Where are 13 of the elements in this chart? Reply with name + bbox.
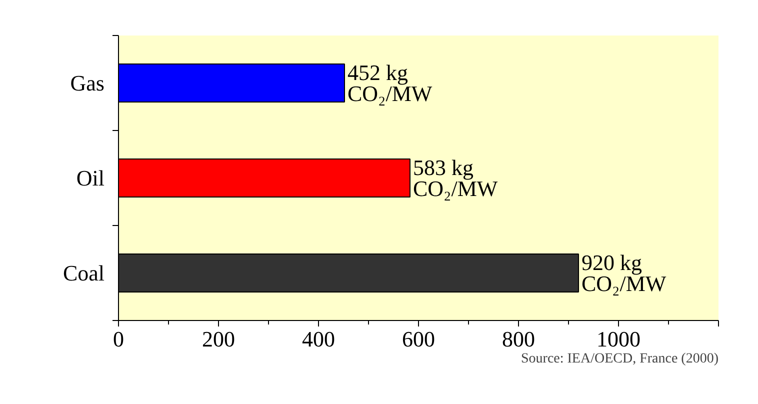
x-tick-label: 200 [202,326,235,352]
x-tick-label: 0 [113,326,124,352]
y-tick-label: Coal [62,260,105,286]
data-label: 583 kg CO₂/MW [413,154,498,202]
y-tick-label: Gas [70,70,105,96]
source-note: Source: IEA/OECD, France (2000) [520,352,719,366]
data-label: 452 kg CO₂/MW [348,60,432,106]
data-label: 920 kg CO₂/MW [582,250,666,296]
x-tick-label: 600 [402,326,435,352]
x-tick-label: 1000 [596,326,640,352]
x-tick-label: 800 [502,326,535,352]
x-tick-label: 400 [302,326,335,352]
y-tick-label: Oil [76,166,105,190]
